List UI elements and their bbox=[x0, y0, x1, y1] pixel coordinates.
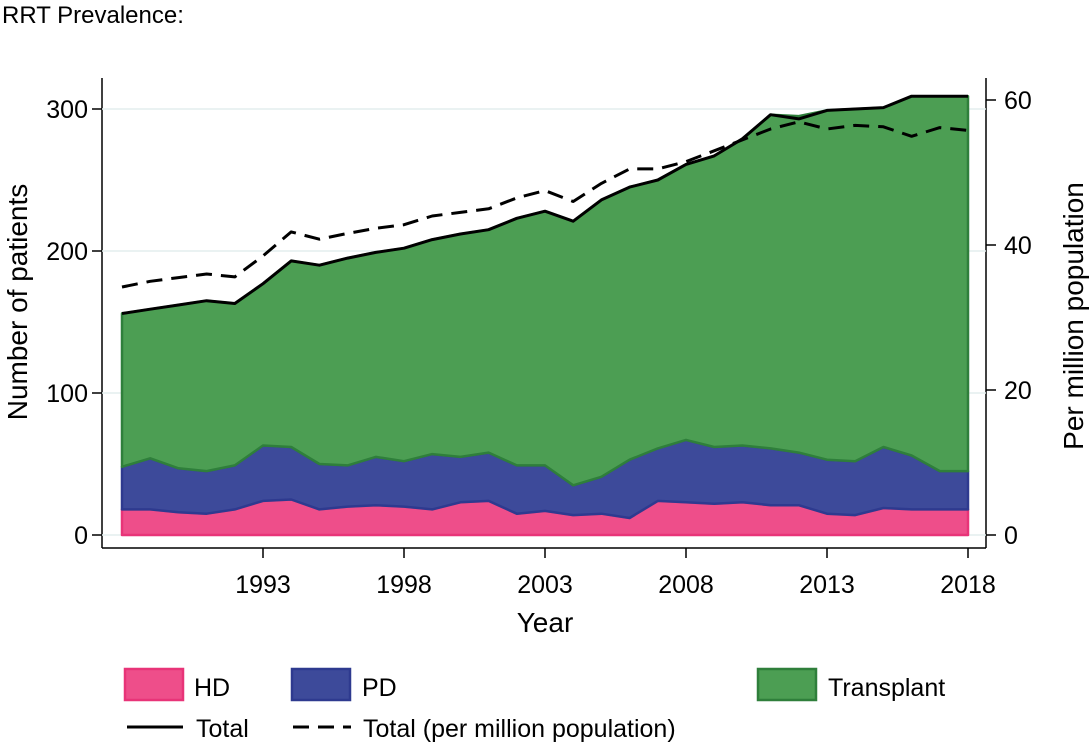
x-tick-label-2013: 2013 bbox=[799, 571, 855, 599]
legend-swatch-pd bbox=[290, 667, 352, 702]
legend-swatch-transplant bbox=[756, 667, 818, 702]
legend-swatch-hd bbox=[123, 667, 185, 702]
y2-tick-label-40: 40 bbox=[1004, 232, 1032, 260]
legend-label-hd: HD bbox=[194, 674, 230, 702]
legend-label-pd: PD bbox=[362, 674, 397, 702]
area-transplant bbox=[120, 94, 970, 487]
x-tick-label-2003: 2003 bbox=[517, 571, 573, 599]
legend-label-total: Total bbox=[196, 715, 249, 743]
y-tick-label-100: 100 bbox=[46, 380, 88, 408]
line-total bbox=[121, 94, 968, 315]
x-tick-label-2008: 2008 bbox=[658, 571, 714, 599]
legend-label-transplant: Transplant bbox=[828, 674, 945, 702]
x-tick-label-2018: 2018 bbox=[940, 571, 996, 599]
x-tick-label-1998: 1998 bbox=[376, 571, 432, 599]
y-tick-label-300: 300 bbox=[46, 96, 88, 124]
y-tick-label-200: 200 bbox=[46, 238, 88, 266]
y2-axis-title: Per million population bbox=[1058, 182, 1089, 450]
y2-tick-label-0: 0 bbox=[1004, 522, 1018, 550]
legend-label-total-per-million: Total (per million population) bbox=[363, 715, 676, 743]
y2-tick-label-60: 60 bbox=[1004, 87, 1032, 115]
y-axis-title: Number of patients bbox=[2, 184, 33, 421]
y2-tick-label-20: 20 bbox=[1004, 377, 1032, 405]
chart-title: RRT Prevalence: bbox=[2, 2, 184, 29]
x-axis-title: Year bbox=[517, 607, 574, 638]
x-tick-label-1993: 1993 bbox=[235, 571, 291, 599]
y-tick-label-0: 0 bbox=[74, 522, 88, 550]
